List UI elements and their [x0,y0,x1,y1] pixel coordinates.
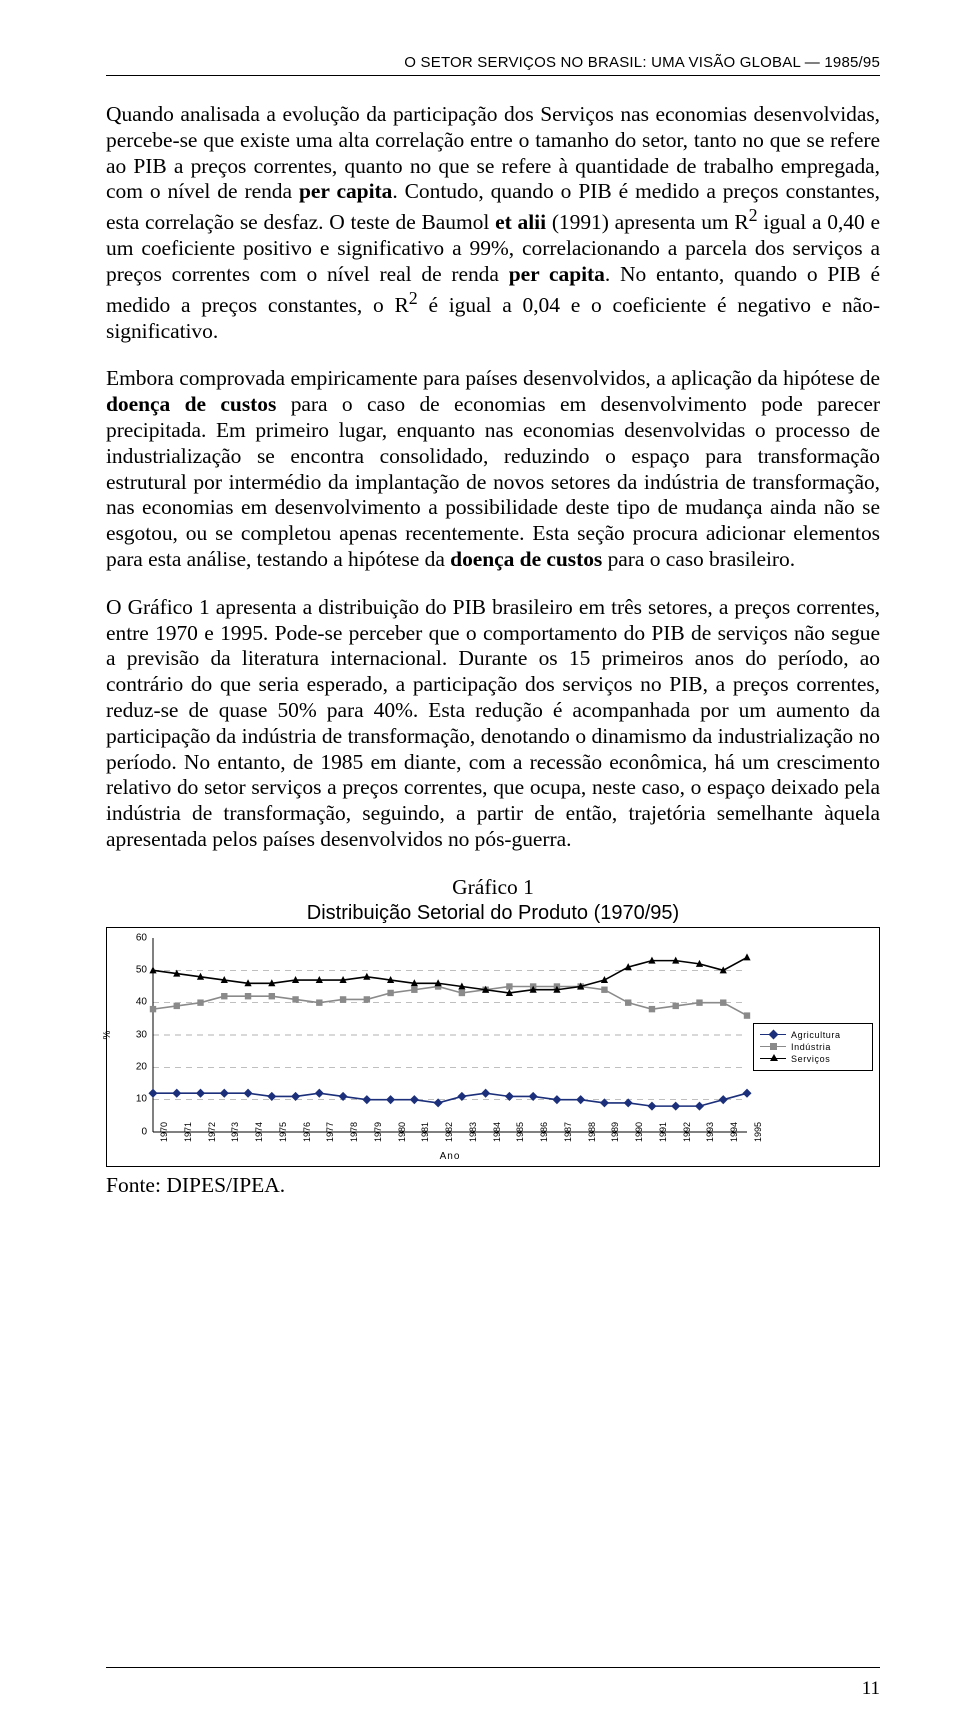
x-tick: 1978 [349,1122,359,1142]
p2-doenca-1: doença de custos [106,392,276,416]
p2-seg-a: Embora comprovada empiricamente para paí… [106,366,880,390]
x-tick: 1994 [729,1122,739,1142]
x-tick: 1975 [278,1122,288,1142]
paragraph-1: Quando analisada a evolução da participa… [106,102,880,344]
x-tick: 1982 [444,1122,454,1142]
x-tick: 1987 [563,1122,573,1142]
p1-sup-1: 2 [749,205,758,225]
x-tick: 1972 [207,1122,217,1142]
x-tick: 1979 [373,1122,383,1142]
y-tick: 20 [121,1062,147,1073]
x-tick: 1983 [468,1122,478,1142]
chart-svg [153,938,747,1132]
p2-seg-b: para o caso de economias em desenvolvime… [106,392,880,571]
legend-item: Agricultura [760,1030,866,1040]
x-tick: 1981 [420,1122,430,1142]
y-tick: 40 [121,997,147,1008]
x-tick: 1971 [183,1122,193,1142]
x-tick: 1995 [753,1122,763,1142]
y-tick: 60 [121,932,147,943]
y-tick: 30 [121,1029,147,1040]
x-tick: 1976 [302,1122,312,1142]
legend-item: Serviços [760,1054,866,1064]
x-tick: 1980 [397,1122,407,1142]
x-tick: 1985 [515,1122,525,1142]
paragraph-3: O Gráfico 1 apresenta a distribuição do … [106,595,880,853]
p1-sup-2: 2 [409,288,418,308]
paragraph-2: Embora comprovada empiricamente para paí… [106,366,880,572]
chart-subtitle: Distribuição Setorial do Produto (1970/9… [106,902,880,925]
running-head: O SETOR SERVIÇOS NO BRASIL: UMA VISÃO GL… [106,54,880,71]
x-tick: 1991 [658,1122,668,1142]
y-tick: 0 [121,1126,147,1137]
x-tick: 1993 [705,1122,715,1142]
chart-title: Gráfico 1 [106,875,880,900]
chart-plot: % Ano 0102030405060197019711972197319741… [153,938,747,1132]
x-tick: 1986 [539,1122,549,1142]
p1-per-capita-2: per capita [509,262,605,286]
y-axis-label: % [102,1030,113,1039]
x-tick: 1988 [587,1122,597,1142]
p1-et-alii: et alii [495,210,546,234]
legend-item: Indústria [760,1042,866,1052]
p1-seg-c: (1991) apresenta um R [546,210,749,234]
x-tick: 1992 [682,1122,692,1142]
x-tick: 1989 [610,1122,620,1142]
y-tick: 50 [121,965,147,976]
p1-per-capita-1: per capita [299,179,392,203]
x-tick: 1973 [230,1122,240,1142]
p2-seg-c: para o caso brasileiro. [602,547,795,571]
p2-doenca-2: doença de custos [450,547,602,571]
x-tick: 1970 [159,1122,169,1142]
page-number: 11 [862,1678,880,1700]
x-tick: 1977 [325,1122,335,1142]
chart-legend: Agricultura Indústria Serviços [753,1023,873,1071]
x-axis-label: Ano [440,1151,461,1162]
head-rule [106,75,880,76]
x-tick: 1974 [254,1122,264,1142]
y-tick: 10 [121,1094,147,1105]
chart-source: Fonte: DIPES/IPEA. [106,1173,880,1198]
foot-rule [106,1667,880,1668]
x-tick: 1984 [492,1122,502,1142]
chart-frame: % Ano 0102030405060197019711972197319741… [106,927,880,1167]
x-tick: 1990 [634,1122,644,1142]
